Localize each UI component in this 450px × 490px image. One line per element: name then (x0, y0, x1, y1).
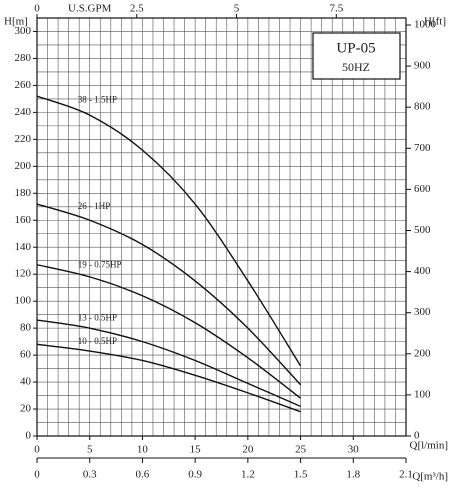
y-tick-label: 180 (15, 187, 32, 199)
x2-tick-label: 5 (234, 3, 240, 15)
y-tick-label: 280 (15, 52, 32, 64)
y2-tick-label: 200 (414, 347, 431, 359)
y-tick-label: 260 (15, 79, 32, 91)
plot-frame (36, 17, 407, 437)
y-tick-label: 240 (15, 106, 32, 118)
x-tick-label: 30 (348, 444, 360, 456)
y2-tick-label: 500 (414, 224, 431, 236)
curve-label: 13 - 0.5HP (78, 313, 117, 323)
y2-tick-label: 400 (414, 265, 431, 277)
x-tick-label: 25 (295, 444, 307, 456)
pump-curve (36, 264, 301, 399)
y-tick-label: 120 (15, 268, 32, 280)
y-tick-label: 220 (15, 133, 32, 145)
chart-title: UP-05 (336, 40, 375, 56)
x3-tick-label: 2.1 (399, 469, 413, 481)
y-tick-label: 140 (15, 241, 32, 253)
x3-axis-label: Q[m³/h] (412, 471, 448, 483)
y2-tick-label: 1000 (414, 19, 437, 31)
y2-tick-label: 300 (414, 306, 431, 318)
y-tick-label: 100 (15, 295, 32, 307)
y-tick-label: 200 (15, 160, 32, 172)
x3-tick-label: 0 (34, 469, 40, 481)
x-tick-label: 0 (34, 444, 40, 456)
title-box (312, 32, 401, 80)
x3-tick-label: 1.2 (241, 469, 255, 481)
chart-subtitle: 50HZ (342, 60, 370, 74)
y2-tick-label: 100 (414, 388, 431, 400)
y-tick-label: 40 (20, 376, 32, 388)
grid (36, 17, 407, 437)
x-tick-label: 15 (190, 444, 202, 456)
y-tick-label: 0 (26, 430, 32, 442)
x-tick-label: 10 (137, 444, 149, 456)
y-tick-label: 20 (20, 403, 32, 415)
curve-label: 10 - 0.5HP (78, 336, 117, 346)
y-tick-label: 60 (20, 349, 32, 361)
y-axis-label: H[m] (4, 16, 28, 28)
x3-tick-label: 0.9 (188, 469, 202, 481)
y2-tick-label: 0 (414, 430, 420, 442)
curve-label: 38 - 1.5HP (78, 95, 117, 105)
x2-tick-label: 7.5 (329, 3, 343, 15)
y2-tick-label: 800 (414, 101, 431, 113)
x-axis-label: Q[l/min] (410, 440, 449, 452)
pump-curve (36, 319, 301, 407)
x3-tick-label: 1.8 (346, 469, 360, 481)
pump-curve (36, 203, 302, 386)
x3-tick-label: 1.5 (294, 469, 308, 481)
y2-tick-label: 600 (414, 183, 431, 195)
curve-label: 26 - 1HP (78, 201, 111, 211)
x2-axis-label: U.S.GPM (68, 3, 112, 15)
x3-tick-label: 0.6 (136, 469, 150, 481)
x-tick-label: 20 (242, 444, 254, 456)
pump-curve (36, 95, 302, 367)
y2-axis-label: H[ft] (424, 16, 446, 28)
y-tick-label: 80 (20, 322, 32, 334)
pump-curve (36, 343, 301, 413)
y-tick-label: 300 (15, 25, 32, 37)
y2-tick-label: 700 (414, 142, 431, 154)
y-tick-label: 160 (15, 214, 32, 226)
x-tick-label: 5 (87, 444, 93, 456)
y2-tick-label: 900 (414, 60, 431, 72)
curve-label: 19 - 0.75HP (78, 259, 122, 269)
x3-tick-label: 0.3 (83, 469, 97, 481)
x2-tick-label: 2.5 (130, 3, 144, 15)
x2-tick-label: 0 (34, 3, 40, 15)
